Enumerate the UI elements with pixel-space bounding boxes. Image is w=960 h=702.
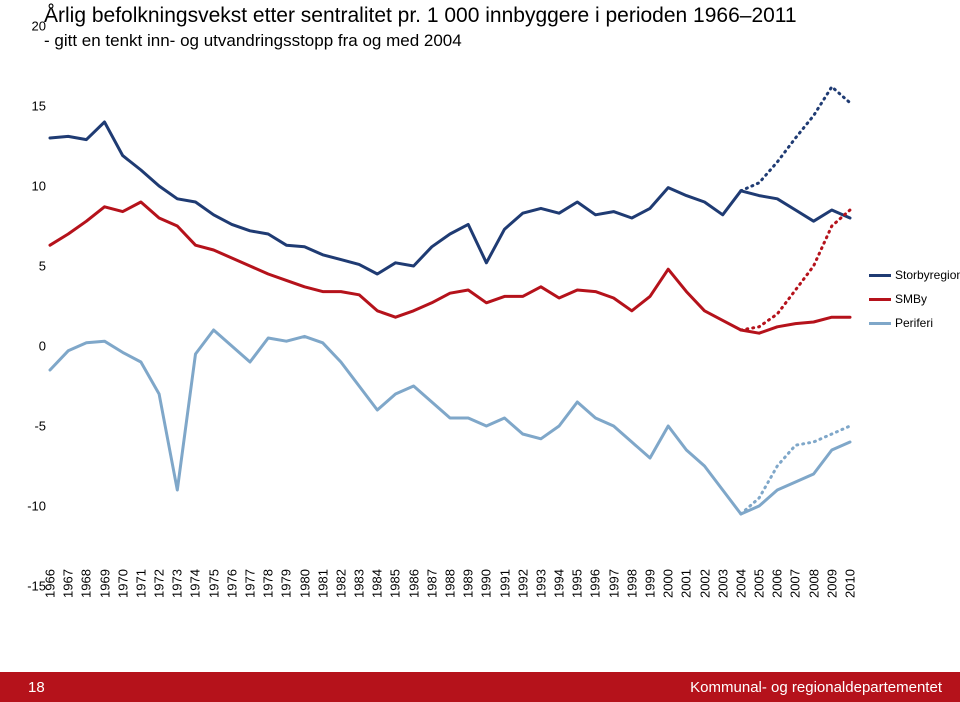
x-tick-label: 1966 [43,588,58,598]
x-tick-label: 2001 [679,588,694,598]
chart-svg [50,26,850,586]
x-tick-label: 2003 [715,588,730,598]
x-tick-label: 1976 [224,588,239,598]
x-tick-label: 2010 [843,588,858,598]
y-tick-label: 15 [22,99,46,114]
legend-label-storbyregioner: Storbyregioner [895,268,960,282]
legend-label-periferi: Periferi [895,316,933,330]
x-tick-label: 1984 [370,588,385,598]
y-tick-label: 5 [22,259,46,274]
series-line [50,202,850,333]
series-line-dotted [741,87,850,191]
legend-swatch-smby [869,298,891,301]
x-tick-label: 1969 [97,588,112,598]
x-tick-label: 1988 [443,588,458,598]
x-tick-label: 1973 [170,588,185,598]
legend-label-smby: SMBy [895,292,927,306]
x-tick-label: 1999 [643,588,658,598]
chart-legend: Storbyregioner SMBy Periferi [869,268,955,340]
series-line-dotted [741,426,850,514]
x-tick-label: 1987 [424,588,439,598]
x-tick-label: 2005 [752,588,767,598]
x-tick-label: 2009 [824,588,839,598]
slide-root: Årlig befolkningsvekst etter sentralitet… [0,0,960,702]
page-number: 18 [28,679,45,696]
x-tick-label: 1997 [606,588,621,598]
x-tick-label: 2004 [733,588,748,598]
x-tick-label: 1991 [497,588,512,598]
x-tick-label: 1993 [533,588,548,598]
x-tick-label: 1977 [243,588,258,598]
x-tick-label: 1995 [570,588,585,598]
x-tick-label: 1972 [152,588,167,598]
x-tick-label: 1981 [315,588,330,598]
x-tick-label: 1980 [297,588,312,598]
legend-item-storbyregioner: Storbyregioner [869,268,955,282]
x-tick-label: 1985 [388,588,403,598]
legend-item-smby: SMBy [869,292,955,306]
legend-item-periferi: Periferi [869,316,955,330]
series-line-dotted [741,210,850,330]
x-tick-label: 1968 [79,588,94,598]
x-tick-label: 1979 [279,588,294,598]
x-tick-label: 1989 [461,588,476,598]
chart-plot [50,26,850,586]
y-tick-label: 0 [22,339,46,354]
x-tick-label: 2008 [806,588,821,598]
x-tick-label: 1983 [352,588,367,598]
y-tick-label: -10 [22,499,46,514]
series-line [50,330,850,514]
x-tick-label: 2006 [770,588,785,598]
legend-swatch-periferi [869,322,891,325]
x-tick-label: 2007 [788,588,803,598]
x-tick-label: 1994 [552,588,567,598]
x-tick-label: 1967 [61,588,76,598]
series-line [50,122,850,274]
x-tick-label: 1992 [515,588,530,598]
x-tick-label: 1998 [624,588,639,598]
x-tick-label: 1974 [188,588,203,598]
y-tick-label: 20 [22,19,46,34]
chart-area: 20151050-5-10-15196619671968196919701971… [30,26,850,634]
y-tick-label: -5 [22,419,46,434]
footer-department: Kommunal- og regionaldepartementet [690,679,942,696]
legend-swatch-storbyregioner [869,274,891,277]
x-tick-label: 1990 [479,588,494,598]
x-tick-label: 2000 [661,588,676,598]
x-tick-label: 1971 [133,588,148,598]
x-tick-label: 1996 [588,588,603,598]
x-tick-label: 1982 [333,588,348,598]
x-tick-label: 2002 [697,588,712,598]
x-tick-label: 1986 [406,588,421,598]
x-tick-label: 1978 [261,588,276,598]
slide-footer: 18 Kommunal- og regionaldepartementet [0,672,960,702]
y-tick-label: 10 [22,179,46,194]
x-tick-label: 1975 [206,588,221,598]
x-tick-label: 1970 [115,588,130,598]
